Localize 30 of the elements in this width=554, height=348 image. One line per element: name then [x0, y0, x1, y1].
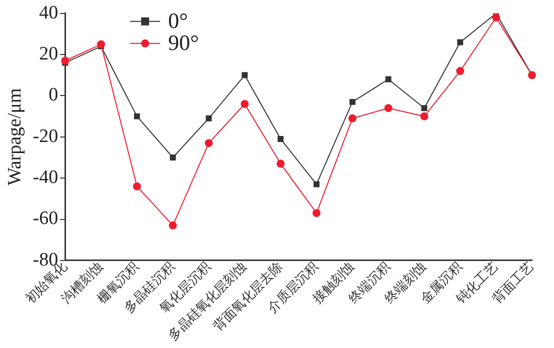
point — [312, 209, 321, 218]
point — [492, 14, 500, 22]
y-tick-label: -40 — [32, 167, 58, 188]
point — [61, 56, 70, 65]
point — [242, 72, 248, 78]
point — [204, 139, 213, 148]
point — [457, 39, 464, 46]
point — [132, 182, 141, 190]
point — [134, 113, 140, 120]
point — [240, 100, 249, 108]
y-axis-title: Warpage/μm — [4, 88, 26, 186]
point — [314, 181, 320, 188]
point — [385, 76, 392, 82]
point — [349, 98, 356, 105]
y-tick-label: 40 — [39, 2, 58, 24]
point — [384, 104, 392, 112]
point — [170, 154, 176, 160]
point — [348, 114, 356, 122]
point — [278, 136, 284, 142]
point — [206, 115, 212, 122]
y-tick-label: 20 — [39, 44, 58, 65]
point — [456, 67, 464, 76]
point — [421, 105, 428, 112]
y-tick-label: 0 — [48, 84, 58, 106]
point — [97, 40, 106, 48]
y-tick-label: -60 — [32, 208, 58, 230]
y-tick-label: -20 — [32, 126, 58, 147]
point — [276, 160, 285, 168]
point — [168, 221, 177, 230]
point — [420, 112, 428, 120]
